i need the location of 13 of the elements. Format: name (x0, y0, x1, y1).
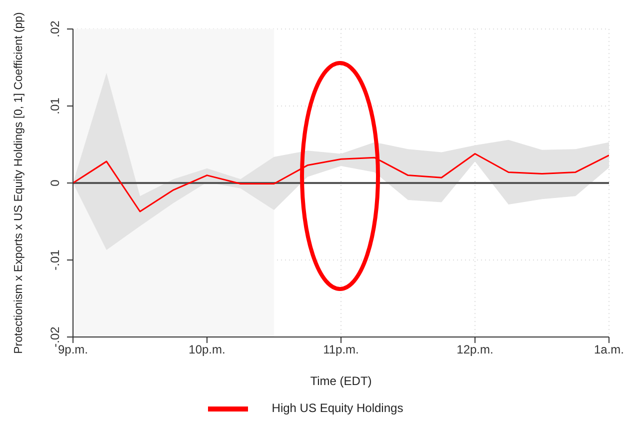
line-series (73, 152, 609, 212)
legend-label: High US Equity Holdings (272, 401, 404, 416)
x-tick-label: 9p.m. (58, 342, 88, 357)
x-tick-label: 10p.m. (188, 342, 226, 357)
x-tick-label: 1a.m. (594, 342, 624, 357)
y-tick-label: .01 (48, 97, 62, 114)
y-tick-label: .02 (48, 20, 62, 38)
x-tick-label: 12p.m. (456, 342, 494, 357)
y-axis-title: Protectionism x Exports x US Equity Holdings [0, 1] Coefficient (pp) (13, 12, 26, 354)
x-tick-label: 11p.m. (323, 342, 359, 357)
y-tick-label: 0 (48, 179, 62, 186)
y-tick-label: -.01 (48, 249, 62, 270)
x-axis-title: Time (EDT) (310, 374, 372, 388)
